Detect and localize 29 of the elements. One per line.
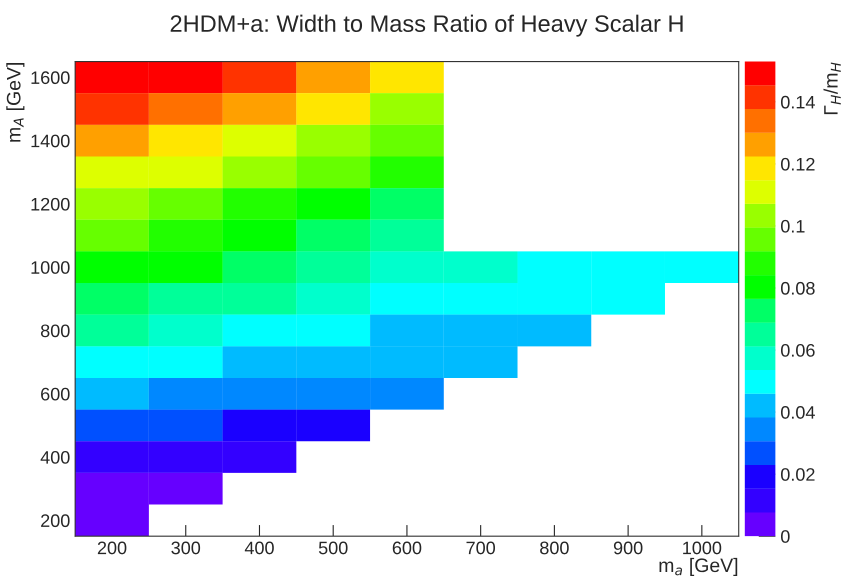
x-tick-label: 300: [171, 542, 200, 554]
color-bar-label: 0.1: [781, 220, 805, 233]
y-tick-label: 600: [41, 388, 70, 401]
y-tick-label: 400: [40, 451, 70, 464]
y-tick-label: 1400: [32, 134, 70, 148]
x-tick-label: 900: [614, 542, 642, 554]
color-bar-label: 0.04: [781, 406, 815, 419]
y-axis-title: m$_{A}$ [GeV]: [6, 63, 24, 142]
x-axis-title: m$_{a}$ [GeV]: [660, 558, 738, 576]
color-bar-label: 0.06: [781, 344, 815, 357]
color-bar-title: Γ$_{H}$/m$_{H}$: [823, 62, 841, 114]
y-tick-label: 1600: [32, 71, 70, 84]
color-bar-label: 0.08: [781, 282, 815, 295]
y-tick-label: 1200: [32, 198, 70, 211]
x-tick-label: 800: [540, 542, 569, 554]
x-tick-label: 500: [318, 542, 348, 554]
x-tick-label: 1000: [683, 542, 722, 554]
x-tick-label: 700: [466, 542, 496, 554]
x-tick-label: 200: [98, 542, 126, 554]
x-tick-label: 600: [392, 542, 422, 554]
color-bar-label: 0.02: [781, 468, 815, 481]
color-bar-label: 0.14: [781, 96, 815, 109]
y-tick-label: 200: [41, 514, 70, 528]
x-tick-label: 400: [244, 542, 274, 554]
chart-title: 2HDM+a: Width to Mass Ratio of Heavy Scalar H: [170, 14, 683, 37]
y-tick-label: 1000: [32, 261, 70, 274]
y-tick-label: 800: [40, 324, 70, 338]
color-bar-label: 0: [781, 530, 790, 543]
color-bar-label: 0.12: [781, 158, 815, 171]
